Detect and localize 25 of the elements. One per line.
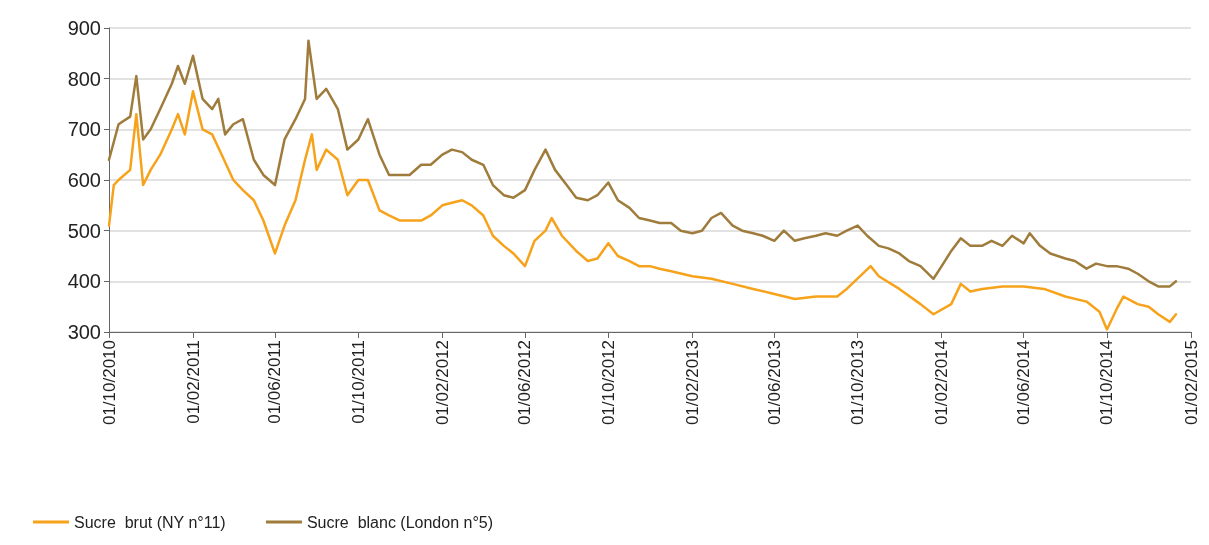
- x-tick-label: 01/02/2011: [183, 340, 203, 424]
- x-tick-label: 01/10/2010: [99, 340, 119, 426]
- y-tick-label: 900: [67, 17, 101, 39]
- x-tick-label: 01/02/2014: [932, 340, 952, 426]
- x-tick-label: 01/02/2013: [682, 340, 702, 426]
- line-series: [107, 90, 1178, 331]
- y-tick-label: 800: [67, 67, 101, 90]
- line-series: [107, 39, 1178, 288]
- x-tick-label: 01/02/2012: [432, 340, 452, 426]
- y-tick-label: 500: [67, 219, 101, 242]
- y-tick-label: 300: [67, 321, 101, 343]
- x-tick-label: 01/10/2012: [598, 340, 618, 426]
- y-tick-label: 400: [67, 270, 101, 293]
- x-tick-label: 01/10/2014: [1097, 340, 1117, 426]
- y-tick-label: 600: [67, 169, 101, 191]
- x-tick-label: 01/06/2013: [764, 340, 784, 426]
- x-tick-label: 01/10/2013: [848, 340, 868, 426]
- x-tick-label: 01/02/2015: [1181, 340, 1201, 426]
- y-tick-label: 700: [67, 118, 101, 141]
- x-tick-label: 01/06/2014: [1014, 340, 1034, 426]
- x-tick-label: 01/06/2011: [265, 340, 285, 424]
- legend-label: Sucre blanc (London n°5): [306, 513, 494, 531]
- x-tick-label: 01/10/2011: [348, 340, 368, 424]
- x-tick-label: 01/06/2012: [515, 340, 535, 426]
- legend-label: Sucre brut (NY n°11): [74, 513, 226, 531]
